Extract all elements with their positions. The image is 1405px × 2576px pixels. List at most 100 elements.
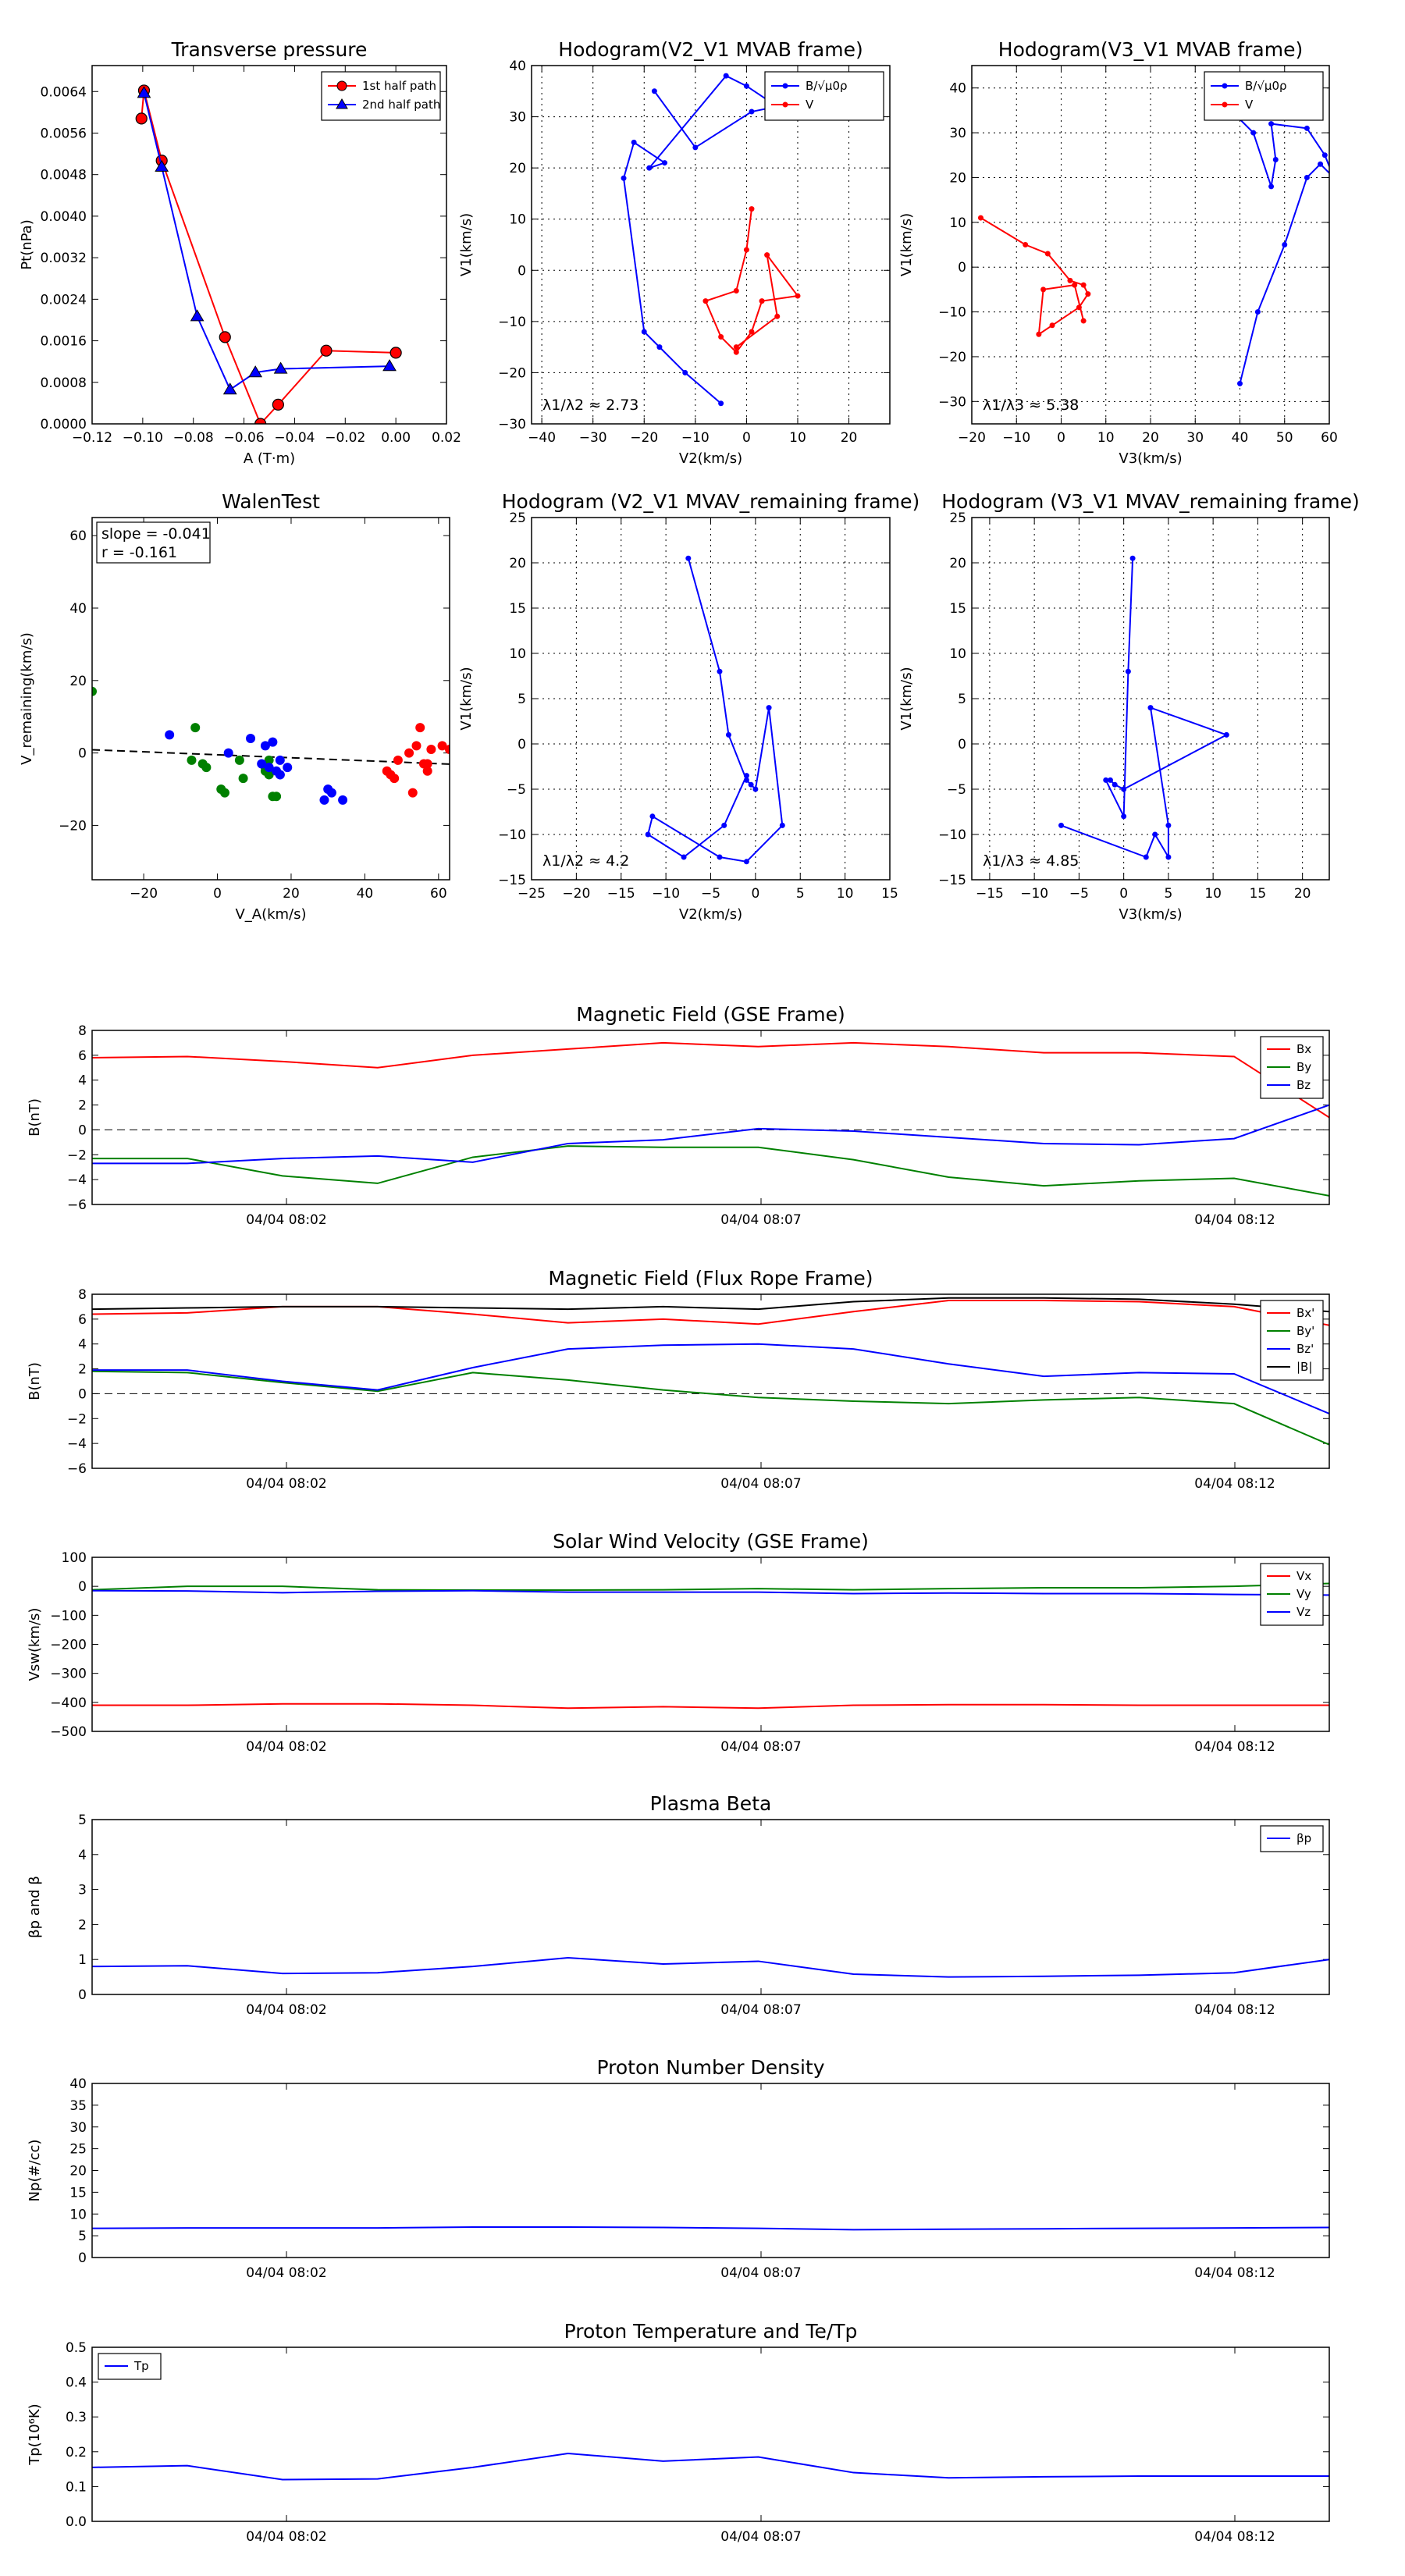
data-point bbox=[1143, 854, 1149, 860]
y-tick-label: −20 bbox=[938, 350, 966, 365]
y-tick-label: −30 bbox=[938, 394, 966, 410]
h4-xlabel: V3(km/s) bbox=[1119, 906, 1182, 923]
data-point bbox=[445, 744, 450, 754]
data-point bbox=[749, 109, 755, 115]
data-point bbox=[426, 744, 436, 754]
x-tick-label: 15 bbox=[881, 886, 898, 902]
data-point bbox=[275, 755, 285, 765]
legend-label: Bz bbox=[1297, 1078, 1311, 1092]
vel-series-1-line bbox=[92, 1582, 1329, 1591]
data-point bbox=[1165, 854, 1172, 860]
legend-label: Tp bbox=[133, 2359, 149, 2373]
data-point bbox=[190, 309, 205, 322]
data-point bbox=[685, 555, 692, 561]
y-tick-label: 5 bbox=[518, 692, 526, 707]
x-tick-label: 60 bbox=[430, 886, 447, 902]
x-tick-label: 20 bbox=[841, 430, 858, 446]
data-point bbox=[1147, 705, 1154, 711]
wt-ylabel: V_remaining(km/s) bbox=[19, 632, 35, 765]
data-point bbox=[320, 344, 333, 357]
h4-plot-area bbox=[1058, 555, 1229, 860]
y-tick-label: 20 bbox=[69, 674, 87, 689]
h2-series-1-line bbox=[980, 217, 1090, 336]
fr-ylabel: B(nT) bbox=[27, 1362, 43, 1400]
legend-label: By' bbox=[1297, 1324, 1314, 1338]
data-point bbox=[718, 400, 724, 407]
x-tick-label: 04/04 08:07 bbox=[720, 2265, 801, 2281]
x-tick-label: −5 bbox=[1069, 886, 1089, 902]
data-point bbox=[717, 668, 723, 674]
h3-plot-area bbox=[645, 555, 785, 865]
data-point bbox=[743, 859, 749, 865]
y-tick-label: 3 bbox=[78, 1883, 87, 1898]
data-point bbox=[692, 144, 699, 151]
x-tick-label: 04/04 08:12 bbox=[1194, 1476, 1275, 1492]
data-point bbox=[651, 88, 657, 94]
y-tick-label: −20 bbox=[498, 365, 526, 381]
mag-ylabel: B(nT) bbox=[27, 1098, 43, 1137]
y-tick-label: 4 bbox=[78, 1337, 87, 1353]
data-point bbox=[137, 86, 151, 98]
legend-marker bbox=[1222, 101, 1228, 108]
annotation-line: r = -0.161 bbox=[101, 544, 177, 561]
data-point bbox=[1112, 781, 1118, 788]
wt-xlabel: V_A(km/s) bbox=[235, 906, 306, 923]
legend-label: βp bbox=[1297, 1831, 1311, 1845]
y-tick-label: −2 bbox=[67, 1411, 87, 1427]
legend-label: V bbox=[1245, 98, 1254, 112]
data-point bbox=[404, 748, 414, 758]
tp-plot-area bbox=[135, 84, 402, 424]
data-point bbox=[1237, 380, 1243, 386]
vel-title: Solar Wind Velocity (GSE Frame) bbox=[553, 1530, 869, 1553]
legend-label: Bz' bbox=[1297, 1342, 1314, 1356]
x-tick-label: 40 bbox=[1232, 430, 1249, 446]
y-tick-label: −6 bbox=[67, 1461, 87, 1477]
mag-series-2-line bbox=[92, 1104, 1329, 1165]
y-tick-label: 20 bbox=[949, 170, 966, 186]
fr-chart: Magnetic Field (Flux Rope Frame) 04/04 08… bbox=[27, 1267, 1330, 1492]
data-point bbox=[201, 763, 212, 773]
x-tick-label: 04/04 08:07 bbox=[720, 1212, 801, 1228]
y-tick-label: 10 bbox=[509, 212, 526, 228]
x-tick-label: 5 bbox=[796, 886, 805, 902]
data-point bbox=[743, 777, 749, 783]
legend-label: Vy bbox=[1297, 1587, 1311, 1601]
y-tick-label: 15 bbox=[949, 601, 966, 617]
x-tick-label: 04/04 08:12 bbox=[1194, 1739, 1275, 1755]
data-point bbox=[257, 759, 267, 769]
h4-annotation: λ1/λ3 ≈ 4.85 bbox=[983, 852, 1079, 870]
y-tick-label: 35 bbox=[69, 2098, 87, 2114]
data-point bbox=[733, 344, 739, 350]
y-tick-label: 15 bbox=[509, 601, 526, 617]
data-point bbox=[264, 763, 274, 773]
x-tick-label: 04/04 08:02 bbox=[246, 1739, 326, 1755]
h4-ylabel: V1(km/s) bbox=[898, 667, 915, 730]
y-tick-label: 0.2 bbox=[66, 2445, 87, 2460]
data-point bbox=[1121, 786, 1127, 792]
np-ylabel: Np(#/cc) bbox=[27, 2140, 43, 2202]
x-tick-label: 10 bbox=[837, 886, 854, 902]
x-tick-label: −30 bbox=[579, 430, 607, 446]
data-point bbox=[422, 766, 432, 776]
np-plot-area bbox=[92, 2226, 1329, 2231]
y-tick-label: 30 bbox=[949, 126, 966, 141]
data-point bbox=[1040, 286, 1047, 293]
y-tick-label: 0.0024 bbox=[41, 292, 87, 308]
np-title: Proton Number Density bbox=[597, 2056, 825, 2079]
data-point bbox=[779, 822, 785, 828]
y-tick-label: 0 bbox=[78, 1579, 87, 1595]
y-tick-label: −10 bbox=[498, 827, 526, 843]
legend-label: |B| bbox=[1297, 1360, 1312, 1374]
data-point bbox=[389, 347, 402, 359]
data-point bbox=[1080, 282, 1087, 288]
data-point bbox=[1268, 121, 1275, 127]
y-tick-label: 5 bbox=[78, 1813, 87, 1828]
legend-label: Bx bbox=[1297, 1042, 1311, 1056]
axes-frame bbox=[91, 2347, 1330, 2522]
data-point bbox=[645, 831, 651, 838]
x-tick-label: 30 bbox=[1186, 430, 1204, 446]
x-tick-label: 04/04 08:12 bbox=[1194, 2002, 1275, 2018]
data-point bbox=[319, 795, 329, 805]
y-tick-label: 0 bbox=[78, 1386, 87, 1402]
